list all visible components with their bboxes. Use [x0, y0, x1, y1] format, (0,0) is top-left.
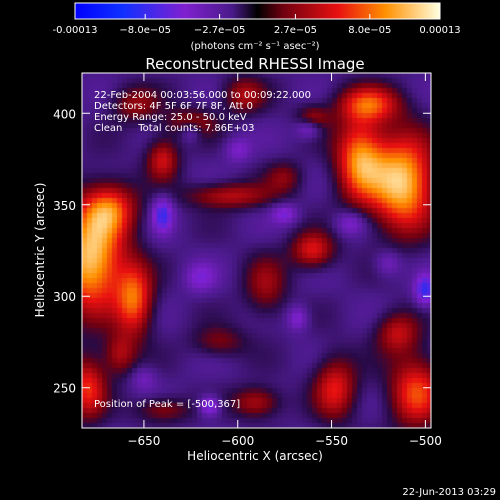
footer-date: 22-Jun-2013 03:29 — [402, 487, 496, 498]
annotation-time-range: 22-Feb-2004 00:03:56.000 to 00:09:22.000 — [94, 90, 311, 101]
colorbar — [74, 2, 441, 20]
colorbar-unit-label: (photons cm⁻² s⁻¹ asec⁻²) — [190, 41, 319, 52]
x-tick-label: −500 — [409, 434, 442, 448]
x-tick-label: −600 — [221, 434, 254, 448]
heatmap-image — [82, 73, 431, 428]
annotation-detectors: Detectors: 4F 5F 6F 7F 8F, Att 0 — [94, 101, 253, 112]
annotation-method: Clean Total counts: 7.86E+03 — [94, 123, 254, 134]
chart-title: Reconstructed RHESSI Image — [145, 55, 364, 73]
x-axis: −650 −600 −550 −500 — [127, 73, 442, 448]
colorbar-ticks: -0.00013 −8.0e−05 −2.7e−05 2.7e−05 8.0e−05 0.… — [53, 14, 461, 36]
colorbar-tick-label: −8.0e−05 — [119, 25, 171, 36]
colorbar-tick-label: −2.7e−05 — [194, 25, 246, 36]
x-tick-label: −650 — [127, 434, 160, 448]
annotation-peak: Position of Peak = [-500,367] — [94, 399, 240, 410]
colorbar-tick-label: -0.00013 — [53, 25, 98, 36]
y-tick-label: 400 — [53, 107, 76, 121]
y-tick-label: 300 — [53, 290, 76, 304]
y-axis-label: Heliocentric Y (arcsec) — [33, 183, 47, 318]
x-axis-label: Heliocentric X (arcsec) — [187, 449, 323, 463]
colorbar-tick-label: 2.7e−05 — [274, 25, 317, 36]
colorbar-tick-label: 0.00013 — [419, 25, 460, 36]
annotation-energy: Energy Range: 25.0 - 50.0 keV — [94, 112, 247, 123]
y-tick-label: 350 — [53, 199, 76, 213]
x-tick-label: −550 — [315, 434, 348, 448]
y-tick-label: 250 — [53, 382, 76, 396]
colorbar-tick-label: 8.0e−05 — [348, 25, 391, 36]
plot-frame — [81, 72, 432, 429]
y-axis: 250 300 350 400 — [53, 107, 431, 396]
